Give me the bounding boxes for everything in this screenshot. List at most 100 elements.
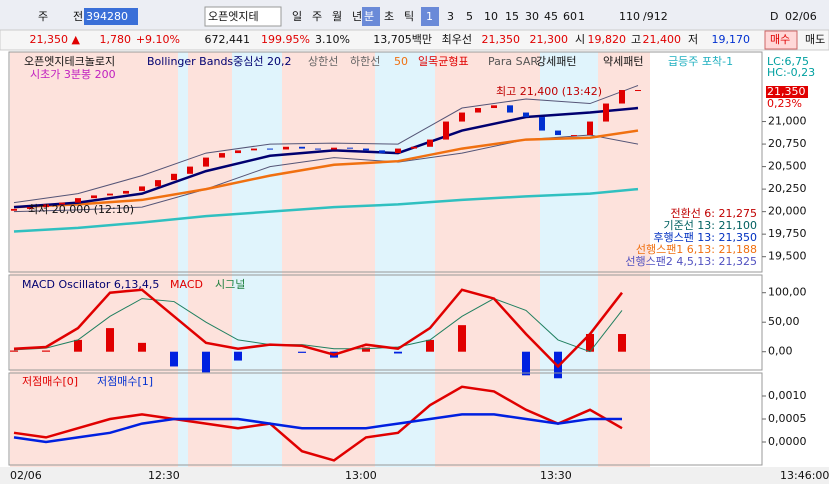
toolbar-item[interactable]: 1 <box>578 10 585 23</box>
legend: 약세패턴 <box>603 54 643 68</box>
minute-btn[interactable] <box>362 7 380 26</box>
toolbar-item[interactable]: 60 <box>563 10 577 23</box>
toolbar-item[interactable]: 1 <box>426 10 433 23</box>
ichimoku-label: 선행스팬1 6,13: 21,188 <box>636 243 757 256</box>
toolbar-item[interactable]: 5 <box>466 10 473 23</box>
buy-btn[interactable] <box>764 30 798 50</box>
open-label: 시 <box>575 33 585 46</box>
candle <box>235 150 241 154</box>
low-label: 저 <box>688 33 698 46</box>
toolbar-item[interactable]: 30 <box>525 10 539 23</box>
candle <box>555 130 561 136</box>
legend: MACD Oscillator 6,13,4,5 <box>22 278 159 291</box>
session-bands <box>10 52 650 467</box>
band <box>178 52 188 467</box>
toolbar-item[interactable]: 오픈엣지테 <box>208 10 259 23</box>
candle <box>171 173 177 181</box>
osc-bar <box>10 350 18 352</box>
candle <box>619 90 625 104</box>
interval-btn[interactable] <box>421 7 439 26</box>
candle <box>283 146 289 150</box>
volume: 672,441 <box>205 33 251 46</box>
toolbar-item[interactable]: 초 <box>384 10 394 23</box>
sell[interactable]: 매도 <box>805 33 825 46</box>
macd-line <box>13 288 623 369</box>
toolbar-item[interactable]: 주 <box>38 10 48 23</box>
toolbar-item[interactable]: D <box>770 10 778 23</box>
high: 21,400 <box>643 33 682 46</box>
ichimoku-label: 후행스팬 13: 21,350 <box>653 231 757 244</box>
osc-bar <box>394 351 402 354</box>
candle <box>571 135 577 137</box>
side-label: HC:-0,23 <box>767 66 815 79</box>
y-tick-label: 19,500 <box>768 250 807 263</box>
toolbar-item[interactable]: 년 <box>352 10 362 23</box>
toolbar <box>0 0 829 30</box>
candle <box>11 208 17 211</box>
toolbar-item[interactable]: 10 <box>484 10 498 23</box>
candle <box>427 139 433 147</box>
candle <box>75 198 81 203</box>
best: 최우선 <box>442 33 472 46</box>
price-tag <box>766 86 808 98</box>
y-tick-label: 19,750 <box>768 227 807 240</box>
toolbar-item[interactable]: 분 <box>364 10 374 23</box>
y-tick-label: 20,000 <box>768 205 807 218</box>
open: 19,820 <box>588 33 627 46</box>
legend: 강세패턴 <box>536 55 576 68</box>
toolbar-item[interactable]: 394280 <box>86 10 128 23</box>
candle <box>347 147 353 149</box>
toolbar-item[interactable]: 110 <box>619 10 640 23</box>
toolbar-item[interactable]: 3 <box>447 10 454 23</box>
toolbar-item[interactable]: 일 <box>292 9 302 23</box>
low-note: 최저 20,000 (12:10) <box>28 203 134 216</box>
candle <box>395 148 401 154</box>
vol-ratio: 199.95% <box>261 33 310 46</box>
candle <box>91 195 97 199</box>
quote-bar <box>0 29 829 51</box>
band <box>10 52 178 467</box>
y-tick-label: 0,0000 <box>768 435 807 448</box>
x-tick-label: 12:30 <box>148 469 180 482</box>
x-tick-label: 13:00 <box>345 469 377 482</box>
x-tick-label: 13:46:00 <box>780 469 829 482</box>
side-label: 21,350 <box>767 85 806 98</box>
candle <box>443 121 449 140</box>
band <box>435 52 540 467</box>
toolbar-item[interactable]: 틱 <box>404 10 414 23</box>
toolbar-item[interactable]: 15 <box>505 10 519 23</box>
y-tick-label: 20,500 <box>768 160 807 173</box>
osc-bar <box>74 339 82 352</box>
toolbar-item[interactable]: 주 <box>312 10 322 23</box>
legend: 하한선 <box>350 54 380 68</box>
legend: 시초가 3분봉 200 <box>30 68 116 81</box>
toolbar-item[interactable]: 45 <box>544 10 558 23</box>
candle <box>411 146 417 149</box>
legend: 일목균형표 <box>418 54 469 68</box>
legend: 저점매수[1] <box>97 375 153 388</box>
toolbar-item[interactable]: 월 <box>332 10 342 23</box>
toolbar-item[interactable]: 전 <box>73 10 83 23</box>
candle <box>251 148 257 151</box>
candle <box>27 207 33 209</box>
bid: 21,300 <box>530 33 569 46</box>
low: 19,170 <box>712 33 751 46</box>
ichimoku-label: 선행스팬2 4,5,13: 21,325 <box>625 255 757 268</box>
high-label: 고 <box>631 33 641 46</box>
legend: Bollinger Bands중심선 20,2 <box>147 55 292 68</box>
toolbar-item[interactable]: /912 <box>643 10 668 23</box>
code-box[interactable] <box>84 8 138 25</box>
buy[interactable]: 매수 <box>770 33 790 46</box>
band <box>282 52 375 467</box>
toolbar-item[interactable]: 02/06 <box>785 10 817 23</box>
name-box[interactable] <box>204 6 282 27</box>
rate: +9.10% <box>136 33 180 46</box>
price-line <box>13 129 639 209</box>
candle <box>43 204 49 208</box>
x-tick-label: 13:30 <box>540 469 572 482</box>
amount: 13,705백만 <box>373 33 432 46</box>
osc-bar <box>234 351 242 361</box>
candle <box>507 105 513 113</box>
candle <box>299 146 305 149</box>
